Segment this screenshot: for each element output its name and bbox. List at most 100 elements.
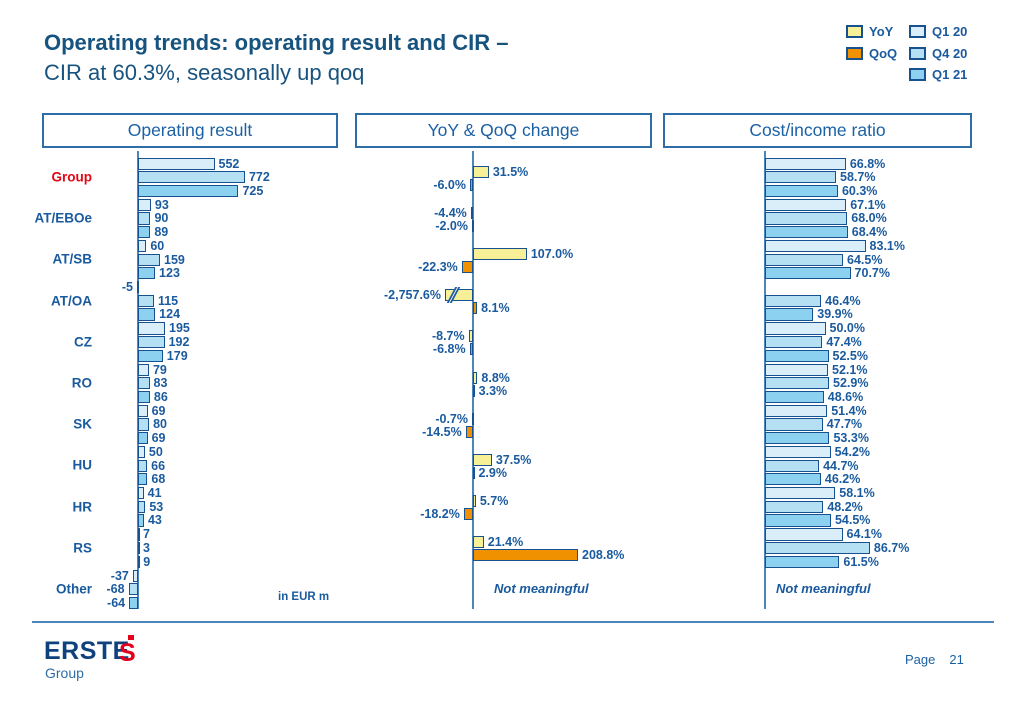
bar-cir-hr-q4-20 [765, 500, 824, 513]
bar-chg-hu-yoy [473, 453, 492, 466]
bar-value-label: 159 [164, 252, 185, 267]
footer-divider [32, 621, 994, 623]
legend-label: YoY [869, 24, 894, 40]
bar-cir-group-q1-21 [765, 184, 838, 197]
bar-chg-sk-qoq [465, 425, 473, 438]
bar-value-label: 124 [159, 307, 181, 322]
bar-value-label: 50.0% [829, 321, 865, 336]
legend-label: Q1 21 [932, 67, 968, 83]
bar-cir-cz-q1-21 [765, 349, 829, 362]
erste-s-logo-icon: S [119, 635, 136, 666]
bar-chg-hu-qoq [473, 466, 475, 479]
bar-or-hr-q4-20 [138, 500, 146, 513]
bar-chg-at-sb-qoq [461, 260, 473, 273]
bar-value-label: -6.0% [433, 177, 466, 192]
bar-cir-ro-q1-20 [765, 363, 829, 376]
bar-or-hu-q4-20 [138, 459, 148, 472]
bar-value-label: -8.7% [431, 329, 465, 344]
bar-chg-hr-yoy [473, 495, 476, 508]
bar-or-at-sb-q4-20 [138, 253, 161, 266]
bar-chg-cz-qoq [469, 343, 473, 356]
bar-value-label: 115 [157, 293, 179, 308]
bar-value-label: 41 [147, 486, 162, 500]
bar-value-label: 772 [248, 170, 270, 184]
bar-value-label: 123 [159, 266, 180, 280]
legend-label: QoQ [869, 45, 898, 61]
bar-value-label: 107.0% [530, 246, 574, 261]
bar-or-hr-q1-21 [138, 514, 144, 527]
bar-cir-ro-q1-21 [765, 390, 824, 403]
bar-value-label: -37 [110, 568, 129, 583]
bar-value-label: 9 [143, 554, 151, 569]
bar-cir-ro-q4-20 [765, 377, 829, 390]
bar-value-label: 8.8% [481, 370, 510, 385]
bar-chg-hr-qoq [463, 508, 473, 521]
bar-or-cz-q1-20 [138, 322, 166, 335]
bar-value-label: 43 [147, 513, 162, 528]
bar-cir-rs-q1-21 [765, 555, 840, 568]
erste-logo-text: ERSTE [44, 637, 130, 665]
bar-or-other-q4-20 [128, 583, 138, 596]
bar-or-at-sb-q1-20 [138, 239, 147, 253]
bar-value-label: 3.3% [478, 383, 508, 398]
bar-or-ro-q4-20 [138, 377, 150, 390]
bar-value-label: 179 [166, 348, 188, 363]
bar-value-label: 46.2% [824, 472, 861, 486]
bar-value-label: 37.5% [495, 452, 532, 467]
bar-value-label: 80 [153, 417, 167, 432]
bar-value-label: 31.5% [492, 164, 529, 179]
bar-value-label: 61.5% [843, 554, 879, 569]
bar-chg-at-eboe-yoy [470, 206, 473, 219]
bar-or-other-q1-21 [129, 596, 138, 609]
category-label-at-oa: AT/OA [51, 293, 92, 309]
category-label-group: Group [51, 169, 93, 185]
bar-cir-rs-q1-20 [765, 528, 843, 541]
bar-cir-at-sb-q1-20 [765, 239, 866, 253]
bar-cir-hr-q1-20 [765, 487, 836, 500]
category-label-at-sb: AT/SB [52, 251, 93, 267]
category-label-hu: HU [72, 457, 93, 473]
bar-value-label: 90 [154, 211, 169, 226]
yoy-swatch [846, 25, 863, 39]
bar-value-label: 64.1% [846, 527, 882, 542]
bar-or-other-q1-20 [132, 569, 138, 582]
erste-logo-subtext: Group [45, 665, 84, 681]
legend-item-q1-20: Q1 20 [909, 21, 967, 43]
bar-value-label: 3 [143, 540, 150, 555]
bar-or-hu-q1-20 [138, 445, 145, 459]
bar-value-label: 48.6% [827, 389, 864, 404]
legend-column-quarters: Q1 20 Q4 20 Q1 21 [909, 21, 967, 86]
bar-or-rs-q1-21 [138, 555, 140, 568]
bar-value-label: 68.4% [851, 224, 888, 239]
unit-note: in EUR m [278, 591, 330, 603]
slide-title-line2: CIR at 60.3%, seasonally up qoq [44, 60, 365, 85]
bar-value-label: 66 [151, 458, 166, 473]
bar-value-label: 66.8% [849, 156, 886, 171]
bar-value-label: 54.2% [834, 444, 871, 459]
bar-value-label: 2.9% [478, 465, 507, 480]
bar-value-label: 725 [242, 183, 264, 198]
bar-chg-sk-yoy [472, 412, 474, 425]
not-meaningful-note-cir: Not meaningful [776, 581, 871, 596]
bar-value-label: 50 [148, 444, 163, 459]
bar-chg-at-sb-yoy [473, 247, 527, 260]
bar-value-label: 44.7% [823, 458, 859, 473]
page-number: Page 21 [905, 652, 964, 667]
bar-or-ro-q1-20 [138, 363, 149, 376]
bar-cir-hu-q1-20 [765, 445, 831, 459]
bar-value-label: 52.9% [833, 376, 869, 390]
category-label-at-eboe: AT/EBOe [34, 210, 92, 226]
bar-cir-rs-q4-20 [765, 541, 870, 555]
bar-value-label: 21.4% [487, 535, 524, 550]
bar-chg-ro-qoq [473, 384, 475, 397]
bar-cir-at-oa-q1-21 [765, 308, 814, 321]
bar-chg-ro-yoy [473, 371, 478, 384]
bar-value-label: 39.9% [817, 307, 853, 322]
bar-cir-at-sb-q4-20 [765, 253, 844, 266]
bar-value-label: -2,757.6% [384, 287, 441, 302]
bar-cir-sk-q1-20 [765, 404, 828, 417]
bar-cir-at-eboe-q1-21 [765, 225, 848, 239]
bar-value-label: 208.8% [582, 548, 625, 563]
bar-value-label: 68 [151, 472, 166, 486]
